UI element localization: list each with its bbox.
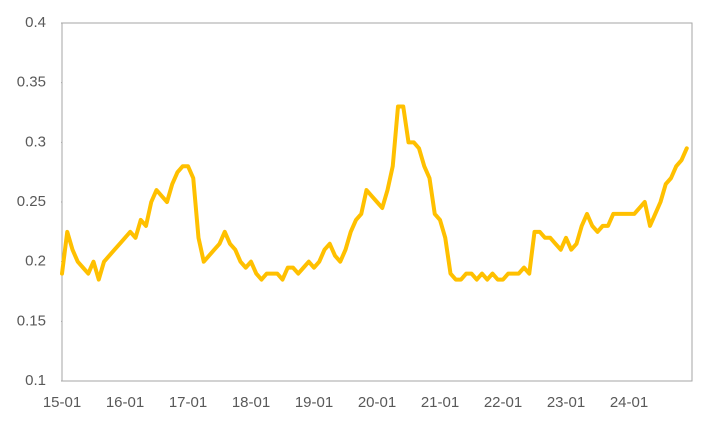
x-tick-label: 16-01 [106, 394, 144, 411]
x-tick-label: 22-01 [484, 394, 522, 411]
x-tick-label: 24-01 [610, 394, 648, 411]
y-tick-label: 0.1 [25, 372, 46, 389]
y-tick-label: 0.25 [17, 193, 46, 210]
x-tick-label: 23-01 [547, 394, 585, 411]
x-tick-label: 17-01 [169, 394, 207, 411]
x-tick-label: 21-01 [421, 394, 459, 411]
x-tick-label: 15-01 [43, 394, 81, 411]
y-tick-label: 0.35 [17, 74, 46, 91]
y-tick-label: 0.2 [25, 253, 46, 270]
y-tick-label: 0.4 [25, 14, 46, 31]
x-tick-label: 18-01 [232, 394, 270, 411]
x-tick-label: 19-01 [295, 394, 333, 411]
y-tick-label: 0.3 [25, 133, 46, 150]
data-line [60, 104, 689, 282]
x-tick-label: 20-01 [358, 394, 396, 411]
y-tick-label: 0.15 [17, 312, 46, 329]
